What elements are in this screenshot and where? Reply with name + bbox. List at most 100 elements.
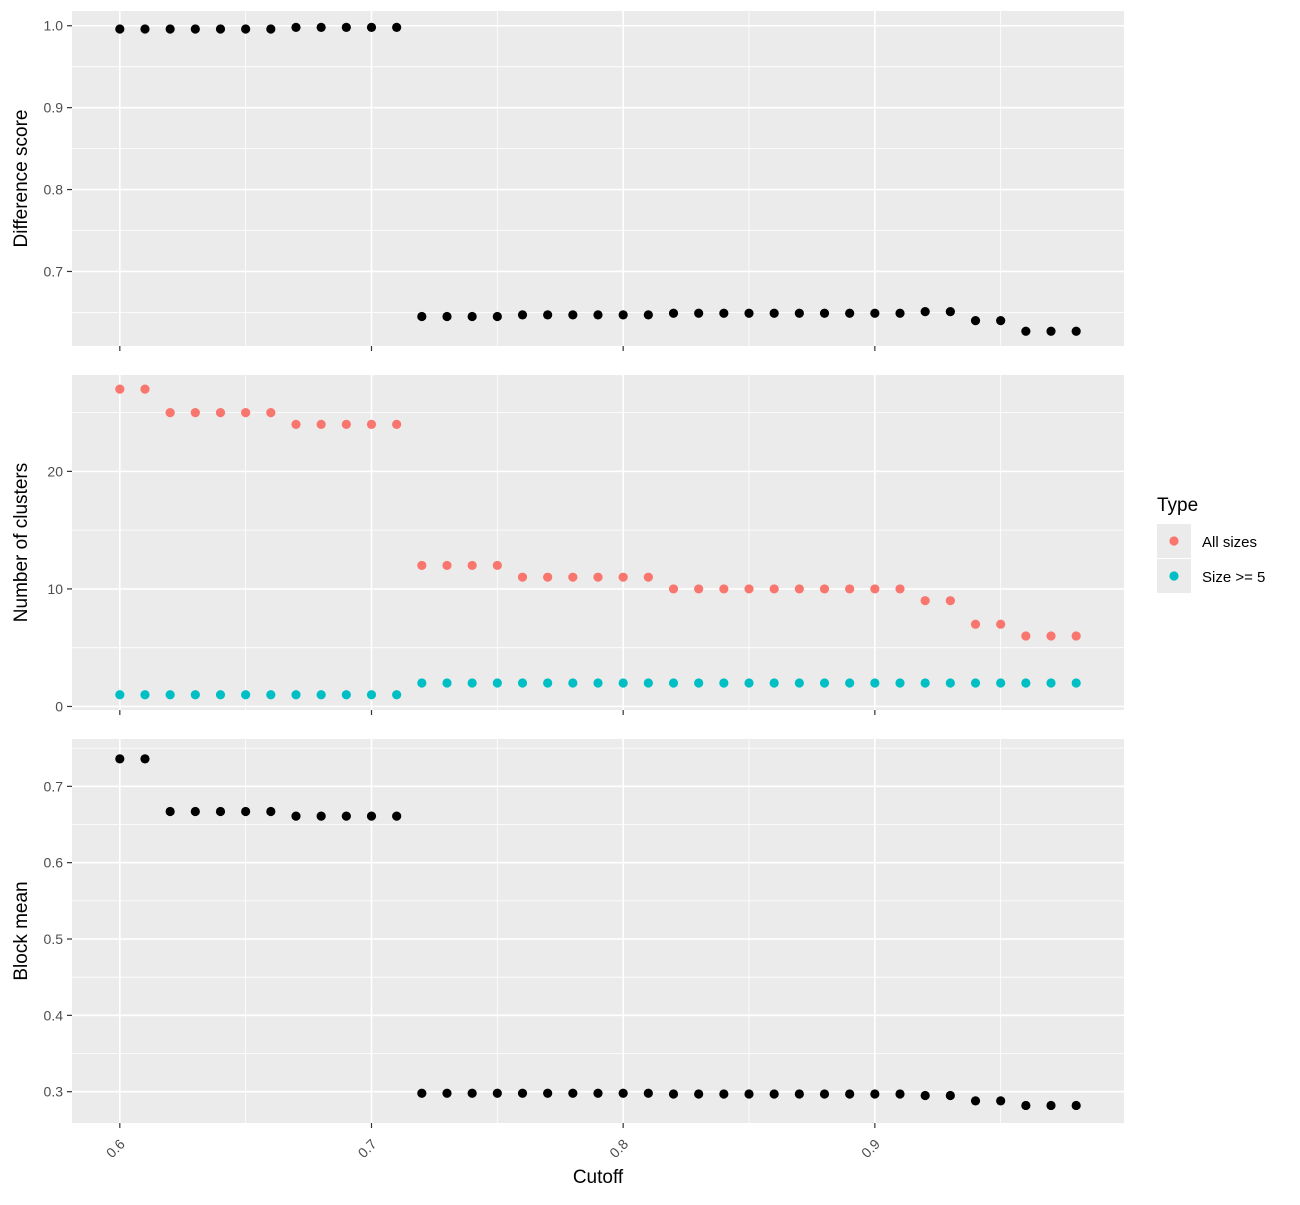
y-tick-label: 10 — [47, 581, 63, 597]
data-point — [442, 311, 452, 322]
y-tick-label: 0.6 — [44, 855, 64, 871]
data-point — [241, 690, 251, 700]
data-point — [668, 584, 679, 594]
data-point — [241, 24, 251, 34]
data-point — [291, 811, 301, 821]
data-point — [467, 678, 477, 688]
data-point — [366, 690, 377, 700]
y-tick-label: 1.0 — [44, 18, 64, 34]
data-point — [341, 811, 351, 821]
data-point — [568, 310, 578, 320]
y-tick-label: 0 — [55, 698, 63, 714]
data-point — [668, 308, 679, 318]
data-point — [895, 1089, 905, 1099]
data-point — [593, 572, 603, 582]
legend: Type All sizes Size >= 5 — [1157, 495, 1265, 593]
data-point — [643, 572, 653, 582]
data-point — [140, 754, 150, 764]
data-point — [845, 308, 855, 318]
data-point — [945, 678, 955, 688]
data-point — [920, 306, 930, 317]
data-point — [215, 408, 226, 418]
data-point — [241, 806, 251, 817]
data-point — [492, 1088, 502, 1098]
data-point — [794, 584, 804, 594]
data-point — [568, 572, 578, 582]
panel-1: 0.7 0.8 0.9 1.0 Difference score — [11, 11, 1124, 351]
data-point — [266, 806, 276, 817]
data-point — [744, 584, 754, 594]
x-tick-label: 0.9 — [858, 1136, 883, 1161]
data-point — [618, 1088, 628, 1098]
data-point — [643, 678, 653, 688]
data-point — [694, 1089, 704, 1099]
data-point — [895, 308, 905, 318]
data-point — [417, 678, 427, 688]
data-point — [266, 408, 276, 418]
x-tick-label: 0.7 — [355, 1136, 380, 1161]
series-1 — [115, 754, 1081, 1111]
y-tick-label: 20 — [47, 463, 63, 479]
data-point — [1021, 326, 1031, 336]
data-point — [417, 560, 427, 571]
data-point — [1046, 631, 1056, 641]
panel-background — [72, 11, 1124, 346]
data-point — [819, 1089, 830, 1099]
data-point — [140, 690, 150, 700]
data-point — [744, 678, 754, 688]
data-point — [241, 408, 251, 418]
data-point — [593, 1088, 603, 1098]
data-point — [744, 308, 754, 318]
y-tick-label: 0.4 — [44, 1007, 64, 1023]
data-point — [316, 690, 326, 700]
data-point — [668, 678, 679, 688]
data-point — [845, 678, 855, 688]
y-tick-label: 0.8 — [44, 182, 64, 198]
data-point — [945, 596, 955, 606]
panel-background — [72, 739, 1124, 1123]
data-point — [1021, 631, 1031, 641]
data-point — [366, 419, 377, 429]
data-point — [970, 316, 981, 326]
data-point — [417, 1088, 427, 1098]
data-point — [694, 308, 704, 318]
data-point — [920, 1090, 930, 1101]
data-point — [694, 678, 704, 688]
data-point — [140, 24, 150, 34]
panels-layer: 0.7 0.8 0.9 1.0 Difference score 0 10 20 Number … — [11, 11, 1124, 1128]
series-all-sizes — [115, 384, 1081, 641]
data-point — [467, 1088, 477, 1098]
data-point — [341, 690, 351, 700]
data-point — [1021, 678, 1031, 688]
data-point — [1046, 678, 1056, 688]
data-point — [517, 572, 528, 582]
data-point — [165, 806, 175, 817]
data-point — [593, 678, 603, 688]
data-point — [442, 1088, 452, 1098]
data-point — [392, 419, 402, 429]
legend-title: Type — [1157, 495, 1198, 516]
data-point — [970, 1096, 981, 1106]
data-point — [492, 560, 502, 571]
data-point — [618, 310, 628, 320]
data-point — [316, 419, 326, 429]
data-point — [442, 560, 452, 571]
data-point — [1046, 326, 1056, 336]
data-point — [920, 678, 930, 688]
data-point — [366, 22, 377, 32]
y-axis-title: Block mean — [11, 881, 32, 980]
data-point — [291, 419, 301, 429]
data-point — [392, 811, 402, 821]
data-point — [719, 678, 729, 688]
data-point — [719, 584, 729, 594]
data-point — [543, 310, 553, 320]
series-1 — [115, 22, 1081, 336]
legend-key — [1169, 536, 1179, 546]
y-axis-title: Number of clusters — [11, 463, 32, 622]
data-point — [694, 584, 704, 594]
x-tick-label: 0.8 — [606, 1136, 631, 1161]
data-point — [819, 678, 830, 688]
data-point — [115, 690, 125, 700]
data-point — [1071, 678, 1081, 688]
data-point — [341, 419, 351, 429]
